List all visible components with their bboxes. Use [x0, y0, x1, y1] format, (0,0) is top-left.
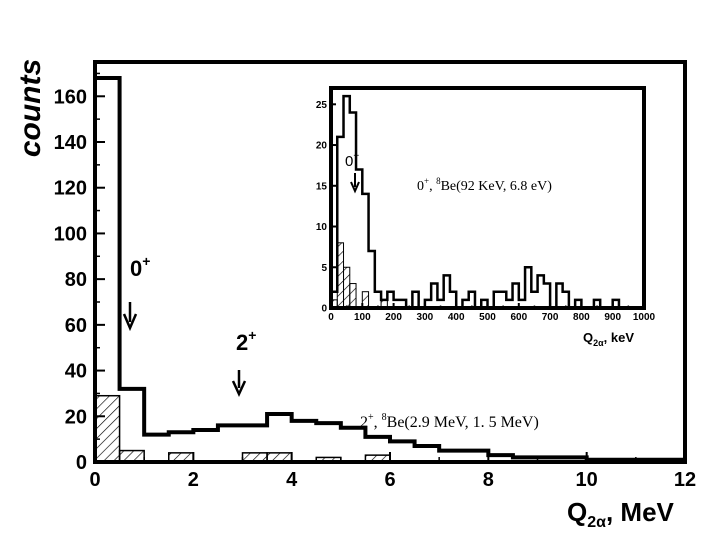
main-x-tick-label: 10 — [576, 469, 598, 491]
main-x-axis-label: Q2α, MeV — [567, 497, 675, 531]
inset-x-ticks: 0 100 200 300 400 500 600 700 800 900 1000 — [328, 303, 656, 323]
main-x-tick-label: 2 — [188, 469, 199, 491]
main-annotation-2plus: 2+ — [231, 327, 256, 397]
svg-text:0+: 0+ — [130, 253, 150, 281]
inset-y-tick-label: 0 — [321, 304, 327, 315]
inset-x-tick-label: 500 — [479, 312, 496, 323]
main-x-tick-label: 12 — [674, 469, 696, 491]
inset-y-tick-label: 5 — [321, 263, 327, 274]
inset-x-tick-label: 800 — [573, 312, 590, 323]
main-arrow-0plus-head — [122, 313, 138, 332]
svg-text:2+: 2+ — [236, 327, 256, 355]
inset-note: 0+, 8Be(92 KeV, 6.8 eV) — [417, 176, 552, 194]
main-y-tick-label: 60 — [65, 315, 87, 337]
inset-x-tick-label: 400 — [448, 312, 465, 323]
inset-plot: 0 5 10 15 20 25 0 100 200 300 400 500 600 700 800 900 1… — [316, 86, 656, 348]
inset-y-tick-label: 10 — [316, 222, 328, 233]
main-y-tick-label: 160 — [54, 86, 87, 108]
main-hatched-bin — [94, 394, 121, 463]
main-y-tick-label: 120 — [54, 178, 87, 200]
main-x-tick-label: 6 — [384, 469, 395, 491]
main-y-ticks: 0 20 40 60 80 100 120 140 160 — [54, 72, 105, 474]
main-annotation-0plus: 0+ — [122, 253, 150, 332]
main-x-tick-label: 4 — [286, 469, 298, 491]
main-y-tick-label: 100 — [54, 223, 87, 245]
inset-x-tick-label: 900 — [604, 312, 621, 323]
inset-arrow-head — [350, 181, 360, 194]
main-y-tick-label: 80 — [65, 269, 87, 291]
inset-y-tick-label: 20 — [316, 141, 328, 152]
inset-x-tick-label: 300 — [417, 312, 434, 323]
main-arrow-2plus-head — [231, 380, 247, 397]
main-y-tick-label: 140 — [54, 132, 87, 154]
inset-y-tick-label: 15 — [316, 181, 328, 192]
inset-hatched-bin — [349, 283, 357, 309]
inset-hatched-bin — [343, 266, 351, 309]
main-y-tick-label: 0 — [76, 452, 87, 474]
main-x-ticks: 0 2 4 6 8 10 12 — [89, 452, 696, 491]
main-open-series-line — [93, 76, 685, 462]
inset-x-tick-label: 700 — [542, 312, 559, 323]
main-note: 2+, 8Be(2.9 MeV, 1. 5 MeV) — [360, 412, 539, 431]
inset-x-tick-label: 1000 — [633, 312, 656, 323]
inset-x-tick-label: 200 — [385, 312, 402, 323]
main-x-tick-label: 0 — [89, 469, 100, 491]
inset-x-axis-label: Q2α, keV — [583, 330, 634, 348]
inset-x-tick-label: 600 — [510, 312, 527, 323]
inset-y-tick-label: 25 — [316, 100, 328, 111]
main-y-tick-label: 20 — [65, 406, 87, 428]
inset-x-tick-label: 0 — [328, 312, 334, 323]
inset-x-tick-label: 100 — [354, 312, 371, 323]
main-y-tick-label: 40 — [65, 361, 87, 383]
svg-text:0+: 0+ — [345, 151, 359, 170]
main-y-axis-label: counts — [14, 59, 47, 157]
inset-annotation-0plus: 0+ — [345, 151, 360, 194]
main-x-tick-label: 8 — [483, 469, 494, 491]
